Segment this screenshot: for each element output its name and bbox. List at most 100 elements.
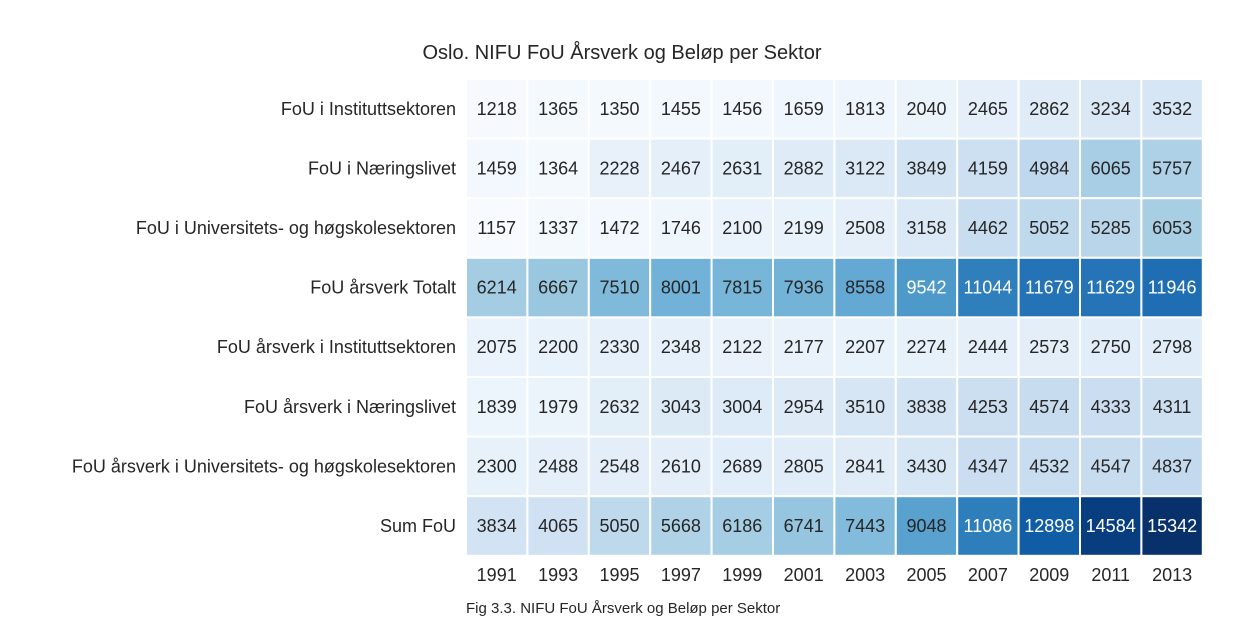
cell-value: 2841 — [845, 456, 885, 476]
cell-value: 2228 — [599, 158, 639, 178]
row-labels: FoU i Instituttsektoren FoU i Næringslive… — [72, 99, 456, 536]
cell-value: 6667 — [538, 278, 578, 298]
cell-value: 1337 — [538, 218, 578, 238]
cell-value: 2444 — [968, 337, 1008, 357]
cell-value: 2573 — [1029, 337, 1069, 357]
heatmap-cell — [649, 435, 713, 498]
heatmap-cell — [772, 78, 836, 140]
cell-value: 2488 — [538, 456, 578, 476]
cell-value: 1746 — [661, 218, 701, 238]
cell-value: 4462 — [968, 218, 1008, 238]
heatmap-cell — [1017, 137, 1081, 200]
cell-value: 2805 — [784, 456, 824, 476]
row-label: FoU årsverk i Universitets- og høgskoles… — [72, 456, 456, 476]
heatmap-cell — [894, 316, 959, 378]
cell-value: 1472 — [599, 218, 639, 238]
heatmap-cell — [1079, 316, 1143, 378]
cell-value: 8558 — [845, 278, 885, 298]
cell-value: 7815 — [722, 278, 762, 298]
cell-value: 4837 — [1152, 456, 1192, 476]
column-label: 2009 — [1029, 565, 1069, 585]
heatmap-cell — [465, 256, 529, 319]
figure-caption: Fig 3.3. NIFU FoU Årsverk og Beløp per S… — [466, 600, 780, 617]
cell-value: 3430 — [906, 456, 946, 476]
cell-value: 3849 — [906, 158, 946, 178]
heatmap-cell — [587, 197, 652, 259]
row-label: FoU i Universitets- og høgskolesektoren — [136, 218, 456, 238]
heatmap-cell — [833, 376, 897, 438]
heatmap-cell — [1017, 495, 1081, 557]
column-label: 2013 — [1152, 565, 1192, 585]
cell-value: 2632 — [599, 397, 639, 417]
heatmap-cell — [772, 435, 836, 498]
cell-value: 2631 — [722, 158, 762, 178]
cell-value: 2508 — [845, 218, 885, 238]
cell-value: 2274 — [906, 337, 946, 357]
cell-value: 2200 — [538, 337, 578, 357]
cell-value: 2467 — [661, 158, 701, 178]
heatmap-cell — [1140, 495, 1204, 557]
column-label: 2001 — [784, 565, 824, 585]
cell-value: 3234 — [1091, 99, 1131, 119]
cell-value: 1813 — [845, 99, 885, 119]
cell-value: 2348 — [661, 337, 701, 357]
cell-value: 2610 — [661, 456, 701, 476]
cell-value: 2750 — [1091, 337, 1131, 357]
heatmap-cell — [465, 495, 529, 557]
heatmap-cell — [956, 256, 1020, 319]
heatmap-cell — [956, 495, 1020, 557]
row-label: FoU årsverk i Næringslivet — [244, 397, 456, 417]
cell-value: 11086 — [964, 516, 1013, 536]
cell-value: 1365 — [538, 99, 578, 119]
heatmap-cell — [649, 376, 713, 438]
cell-value: 2954 — [784, 397, 824, 417]
cell-value: 1350 — [599, 99, 639, 119]
heatmap-cell — [526, 435, 590, 498]
column-label: 1997 — [661, 565, 701, 585]
heatmap-cell — [710, 197, 774, 259]
cell-value: 11679 — [1025, 278, 1074, 298]
cell-value: 9542 — [906, 278, 946, 298]
heatmap-cell — [833, 435, 897, 498]
cell-value: 7936 — [784, 278, 824, 298]
cell-value: 1455 — [661, 99, 701, 119]
cell-value: 11629 — [1086, 278, 1135, 298]
heatmap-cell — [587, 495, 652, 557]
heatmap-cell — [526, 316, 590, 378]
heatmap-cell — [465, 435, 529, 498]
cell-value: 1979 — [538, 397, 578, 417]
column-label: 2005 — [906, 565, 946, 585]
heatmap-cell — [710, 137, 774, 200]
cell-value: 6186 — [722, 516, 762, 536]
cell-value: 4532 — [1029, 456, 1069, 476]
cell-value: 2548 — [599, 456, 639, 476]
cell-value: 4253 — [968, 397, 1008, 417]
cell-value: 5668 — [661, 516, 701, 536]
heatmap-cell — [526, 137, 590, 200]
cell-value: 5757 — [1152, 158, 1192, 178]
column-label: 1999 — [722, 565, 762, 585]
heatmap-cell — [1140, 78, 1204, 140]
cell-value: 3043 — [661, 397, 701, 417]
row-label: FoU i Instituttsektoren — [281, 99, 456, 119]
cell-value: 11946 — [1148, 278, 1197, 298]
cell-value: 2798 — [1152, 337, 1192, 357]
heatmap-cell — [710, 435, 774, 498]
cell-value: 1364 — [538, 158, 578, 178]
heatmap-cell — [465, 316, 529, 378]
column-label: 1993 — [538, 565, 578, 585]
heatmap-cell — [1017, 435, 1081, 498]
cell-value: 1659 — [784, 99, 824, 119]
column-label: 2003 — [845, 565, 885, 585]
heatmap-cell — [1140, 137, 1204, 200]
heatmap-cell — [833, 495, 897, 557]
heatmap-cell — [1079, 137, 1143, 200]
heatmap-cell — [833, 197, 897, 259]
heatmap-cell — [1017, 78, 1081, 140]
heatmap-cell — [1079, 256, 1143, 319]
row-label: FoU i Næringslivet — [308, 158, 456, 178]
heatmap-cell — [956, 376, 1020, 438]
cell-value: 4547 — [1091, 456, 1131, 476]
cell-value: 2862 — [1029, 99, 1069, 119]
heatmap-cell — [833, 316, 897, 378]
